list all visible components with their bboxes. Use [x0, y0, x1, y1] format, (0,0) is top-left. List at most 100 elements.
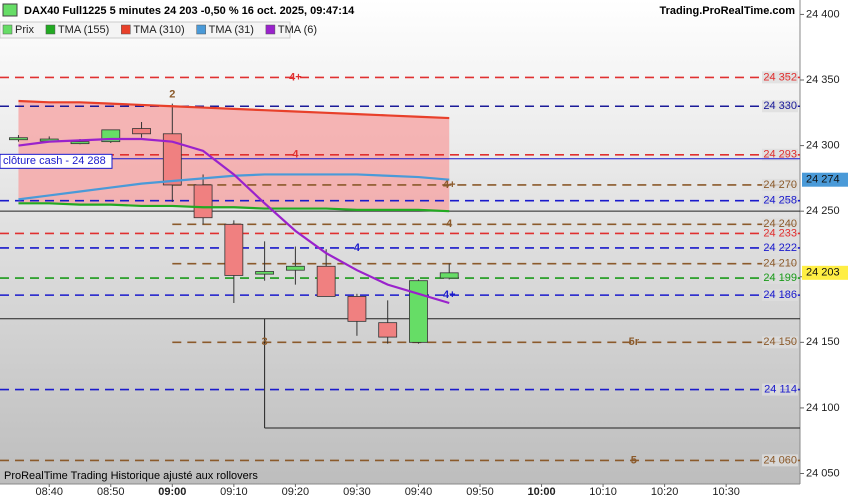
level-label: 24 210 — [763, 258, 797, 270]
ma-line — [18, 202, 450, 213]
level-label-bg — [762, 178, 798, 191]
candle-body — [255, 271, 275, 275]
y-tick-label: 24 300 — [806, 139, 840, 151]
price-tag-label: 24 203 — [806, 267, 840, 279]
level-label-bg — [762, 100, 798, 113]
y-tick-label: 24 400 — [806, 8, 840, 20]
ma-line — [18, 99, 450, 120]
legend-swatch — [2, 24, 13, 35]
y-tick-label: 24 050 — [806, 467, 840, 479]
candle-body — [224, 223, 244, 276]
x-tick-label: 09:10 — [220, 486, 248, 498]
price-tag-label: 24 274 — [806, 174, 840, 186]
annotation: 4+ — [443, 289, 456, 301]
level-label-bg — [762, 272, 798, 285]
y-tick-label: 24 100 — [806, 402, 840, 414]
level-label: 24 330 — [763, 100, 797, 112]
annotation: 4 — [292, 149, 299, 161]
price-tag — [802, 265, 848, 280]
level-label: 24 352 — [763, 71, 797, 83]
candle-body — [285, 265, 305, 271]
legend-label: TMA (31) — [209, 24, 254, 36]
logo — [2, 3, 18, 17]
level-label-bg — [762, 218, 798, 231]
candle-body — [409, 280, 428, 343]
legend-label: TMA (155) — [58, 24, 109, 36]
source: Trading.ProRealTime.com — [659, 5, 795, 17]
x-tick-label: 09:00 — [158, 486, 186, 498]
annotation: 4 — [354, 242, 361, 254]
chart-title: DAX40 Full1225 5 minutes 24 203 -0,50 % … — [24, 5, 355, 17]
legend-label: TMA (6) — [278, 24, 317, 36]
level-label-bg — [762, 241, 798, 254]
legend-swatch — [196, 24, 206, 35]
level-label: 24 293 — [763, 149, 797, 161]
legend-box — [0, 21, 291, 39]
price-tag — [802, 172, 848, 187]
x-tick-label: 08:40 — [35, 486, 63, 498]
level-label: 24 060 — [763, 454, 797, 466]
candle-body — [193, 184, 213, 219]
level-label-bg — [762, 289, 798, 302]
candle-body — [439, 272, 459, 279]
y-tick-label: 24 350 — [806, 74, 840, 86]
x-tick-label: 10:00 — [527, 486, 555, 498]
candle-body — [132, 128, 151, 135]
x-tick-label: 09:50 — [466, 486, 494, 498]
legend-swatch — [121, 24, 131, 35]
level-label: 24 258 — [763, 195, 797, 207]
band — [18, 100, 450, 212]
candle-body — [70, 141, 90, 145]
level-label: 24 270 — [763, 179, 797, 191]
y-tick-label: 24 250 — [806, 205, 840, 217]
level-label: 24 114 — [764, 383, 797, 395]
level-label-bg — [762, 383, 798, 396]
ma-line — [18, 137, 450, 305]
level-label-bg — [762, 227, 798, 240]
annotation: 4+ — [289, 71, 302, 83]
level-label: 24 233 — [763, 227, 797, 239]
legend-label: TMA (310) — [133, 24, 184, 36]
candle-body — [316, 265, 336, 297]
legend: Prix TMA (155) TMA (310) TMA (31) TMA (6) — [0, 21, 317, 39]
footer: ProRealTime Trading Historique ajusté au… — [4, 470, 258, 482]
candle-body — [162, 133, 182, 186]
level-label-bg — [762, 454, 798, 467]
candle-body — [101, 129, 121, 143]
cash-close-box — [0, 153, 113, 169]
y-tick-label: 24 150 — [806, 336, 840, 348]
x-tick-label: 10:10 — [589, 486, 617, 498]
candle-body — [9, 137, 28, 141]
annotation: 2 — [169, 88, 175, 100]
candle-body — [378, 322, 398, 338]
annotation: 4+ — [443, 179, 456, 191]
annotation: 3 — [262, 336, 268, 348]
legend-label: Prix — [15, 24, 34, 36]
level-label: 24 186 — [763, 289, 797, 301]
x-tick-label: 09:30 — [343, 486, 371, 498]
level-label: 24 222 — [763, 242, 797, 254]
level-label: 24 240 — [763, 218, 797, 230]
level-label-bg — [762, 148, 798, 161]
level-label: 24 199 — [763, 272, 797, 284]
level-label-bg — [762, 336, 798, 349]
legend-swatch — [45, 24, 56, 35]
candle-body — [347, 296, 367, 322]
level-label: 24 150 — [763, 336, 797, 348]
legend-swatch — [265, 24, 276, 35]
x-tick-label: 09:20 — [282, 486, 310, 498]
x-tick-label: 10:30 — [712, 486, 740, 498]
annotation: 5 — [631, 454, 637, 466]
x-axis-background — [0, 484, 800, 500]
x-tick-label: 10:20 — [651, 486, 679, 498]
x-tick-label: 09:40 — [405, 486, 433, 498]
plot-background — [0, 0, 800, 484]
level-label-bg — [762, 257, 798, 270]
level-label-bg — [762, 194, 798, 207]
annotation: 5r — [629, 336, 640, 348]
level-label-bg — [762, 71, 798, 84]
x-tick-label: 08:50 — [97, 486, 125, 498]
y-axis-background — [800, 0, 850, 500]
